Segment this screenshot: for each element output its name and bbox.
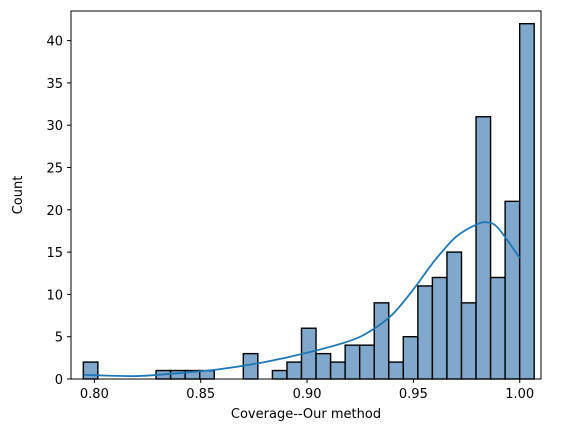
- histogram-bar: [431, 276, 448, 380]
- x-axis-label: Coverage--Our method: [231, 407, 381, 422]
- histogram-bar: [373, 302, 390, 380]
- kde-curve: [83, 221, 521, 378]
- x-tick-label: 0.90: [293, 387, 322, 402]
- histogram-bar: [460, 302, 477, 380]
- y-tick-label: 35: [46, 77, 63, 92]
- y-axis-ticks: 0 5 10 15 20 25 30 35 40: [46, 35, 71, 388]
- plot-frame: [70, 10, 542, 380]
- histogram-bar: [417, 285, 434, 380]
- y-tick-label: 25: [46, 162, 63, 177]
- x-tick-label: 0.85: [186, 387, 215, 402]
- y-tick-label: 20: [46, 204, 63, 219]
- histogram-bar: [489, 276, 506, 380]
- y-tick-label: 30: [46, 119, 63, 134]
- y-tick-label: 5: [55, 331, 63, 346]
- histogram-bar: [446, 251, 463, 380]
- histogram-bar: [388, 361, 405, 380]
- histogram-bar: [504, 200, 521, 380]
- histogram-bar: [315, 352, 332, 380]
- x-tick-label: 1.00: [505, 387, 534, 402]
- y-tick-label: 40: [46, 35, 63, 50]
- histogram-bar: [169, 369, 186, 380]
- histogram-bar: [402, 336, 419, 380]
- histogram-bar: [329, 361, 346, 380]
- x-tick-label: 0.95: [399, 387, 428, 402]
- y-tick-label: 0: [55, 373, 63, 388]
- x-tick-label: 0.80: [80, 387, 109, 402]
- histogram-bar: [475, 116, 492, 380]
- x-axis-ticks: 0.80 0.85 0.90 0.95 1.00: [80, 379, 534, 402]
- histogram-bar: [344, 344, 361, 380]
- y-tick-label: 10: [46, 288, 63, 303]
- histogram-bar: [82, 361, 99, 380]
- y-axis-label: Count: [11, 176, 26, 215]
- histogram-bar: [286, 361, 303, 380]
- histogram-bars: [82, 22, 535, 380]
- y-tick-label: 15: [46, 246, 63, 261]
- histogram-bar: [271, 369, 288, 380]
- histogram-bar: [518, 22, 535, 380]
- histogram-bar: [358, 344, 375, 380]
